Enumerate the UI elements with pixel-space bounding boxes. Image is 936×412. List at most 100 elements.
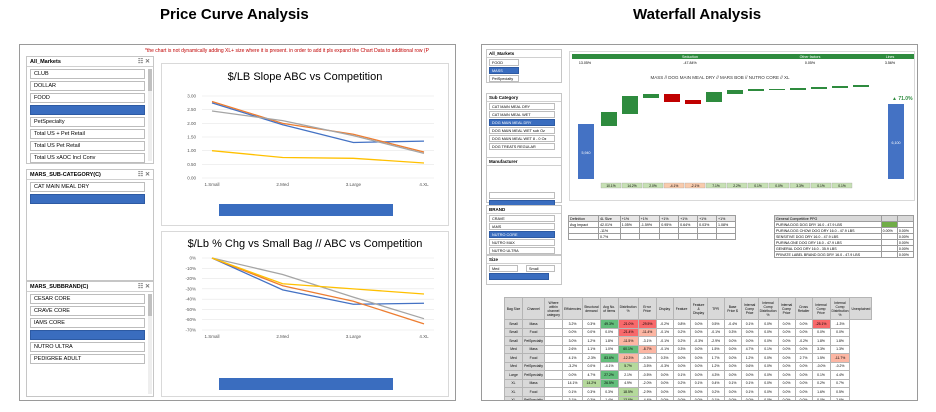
chart-scrollbar[interactable] [219, 204, 393, 216]
table-cell: 0.0% [777, 353, 796, 363]
table-cell: 2.6% [561, 344, 584, 354]
chart-scrollbar[interactable] [219, 378, 393, 390]
table-cell [544, 319, 563, 329]
table-cell: XL [504, 395, 523, 400]
slicer-item[interactable]: CRAVE CORE [30, 306, 145, 316]
slicer-item[interactable] [30, 330, 145, 340]
manufacturer-slicer[interactable]: Manufacturer [486, 157, 562, 207]
slicer-item[interactable] [30, 105, 145, 115]
table-cell: XL [504, 378, 523, 388]
markets-slicer[interactable]: All_Markets ☷ ✕ CLUB DOLLAR FOOD PetSpecialt… [26, 56, 154, 164]
table-cell [544, 370, 563, 380]
column-header: Internal Comp Price [811, 297, 831, 320]
column-header: Display [655, 297, 674, 320]
slicer-item[interactable]: IAMS CORE [30, 318, 145, 328]
table-row: XL Food 0.1% 0.3% 0.3% 18.5% -2.9% 0.0% 0.0% 0.0%… [504, 387, 872, 397]
slicer-item[interactable]: Med [489, 265, 518, 272]
slicer-item[interactable]: NUTRO ULTRA [30, 342, 145, 352]
competitive-ppg-table: General Competitive PPG PURINA DOG DOG DR… [774, 215, 915, 258]
slicer-item[interactable]: MASS [489, 67, 519, 74]
table-cell: 0.5% [706, 319, 725, 329]
chart-title: $/Lb % Chg vs Small Bag // ABC vs Compet… [187, 238, 423, 250]
waterfall-bar [664, 94, 680, 102]
table-row: Med Food 4.1% -2.3% 83.6% -12.3% -0.3% 0.3% 0.0%… [504, 353, 872, 363]
slicer-item[interactable]: PetSpecialty [30, 117, 145, 127]
table-cell: 0.0% [655, 370, 674, 380]
slicer-item[interactable]: CAT MAIN MEAL DRY [489, 103, 555, 110]
slicer-item[interactable]: PetSpecialty [489, 75, 519, 82]
table-cell: -1.3% [829, 319, 851, 329]
slicer-item[interactable]: DOG MAIN MEAL DRY [489, 119, 555, 126]
slicer-item[interactable]: FOOD [30, 93, 145, 103]
table-cell: 2.6% [829, 395, 851, 400]
table-cell: 0.0% [723, 353, 742, 363]
table-cell: 0.0% [777, 327, 796, 337]
slicer-item[interactable]: Small [526, 265, 555, 272]
table-cell: 3.2% [561, 319, 584, 329]
table-cell: 0.0% [777, 387, 796, 397]
slicer-item[interactable]: DOG MAIN MEAL WET sub Oz [489, 127, 555, 134]
slicer-item[interactable]: CAT MAIN MEAL WET [489, 111, 555, 118]
x-tick-label: 3.Large [346, 182, 362, 187]
table-cell [544, 361, 563, 371]
table-cell: 0.0% [740, 327, 759, 337]
table-cell: 3.1% [561, 395, 584, 400]
column-header: Channel [522, 297, 545, 320]
table-row: Med PetSpecialty -3.2% 0.0% -4.1% 5.7% -3.5% -0… [504, 361, 872, 371]
subbrand-slicer[interactable]: MARS_SUBBRAND(C) ☷ ✕ CESAR CORE CRAVE CORE… [26, 281, 154, 397]
brand-slicer[interactable]: BRAND CRAVE IAMS NUTRO CORE NUTRO MAX NUTRO … [486, 205, 562, 255]
size-slicer[interactable]: Size Med Small [486, 255, 562, 285]
table-cell: Mass [522, 344, 545, 354]
slicer-item-empty[interactable] [489, 192, 555, 199]
scrollbar[interactable] [148, 69, 152, 161]
table-cell: 4.1% [561, 353, 584, 363]
x-tick-label: 1.Small [204, 334, 219, 339]
filter-clear-icon[interactable]: ☷ ✕ [137, 172, 150, 178]
pct-value: 2.2% [733, 184, 741, 188]
y-tick-label: 1.00 [187, 148, 196, 153]
slicer-item[interactable]: CESAR CORE [30, 294, 145, 304]
y-tick-label: -60% [185, 317, 196, 322]
filter-clear-icon[interactable]: ☷ ✕ [137, 284, 150, 290]
table-cell: 0.3% [599, 387, 619, 397]
slicer-item[interactable]: FOOD [489, 59, 519, 66]
pct-value: 10.1% [606, 184, 615, 188]
slicer-item[interactable]: NUTRO MAX [489, 239, 555, 246]
slicer-item[interactable]: CAT MAIN MEAL DRY [30, 182, 145, 192]
column-header: Structural demand [582, 297, 601, 320]
slicer-item[interactable]: NUTRO CORE [489, 231, 555, 238]
slicer-item[interactable]: DOG TREATS REGULAR [489, 143, 555, 150]
slicer-item[interactable]: Total US xAOC Incl Conv [30, 153, 145, 163]
table-row: Small Food 0.0% 0.0% 0.0% -21.4% -11.4% -0.1% 0.… [504, 327, 872, 337]
slicer-item-selected[interactable] [489, 273, 549, 280]
table-cell: Food [522, 327, 545, 337]
waterfall-chart: Seduction Other factors Lines 13.05% -47.84%… [569, 51, 915, 201]
table-cell: 0.0% [740, 336, 759, 346]
table-cell: 0.0% [672, 395, 691, 400]
series-line [211, 110, 425, 155]
waterfall-title: MASS // DOG MAIN MEAL DRY // MARS BOB //… [651, 75, 790, 80]
header-value: -47.84% [683, 61, 697, 65]
table-cell: -0.1% [655, 344, 674, 354]
slicer-item[interactable]: CRAVE [489, 215, 555, 222]
table-cell: 0.3% [582, 387, 601, 397]
table-cell: 0.7% [829, 378, 851, 388]
markets-slicer[interactable]: All_Markets FOOD MASS PetSpecialty [486, 49, 562, 83]
subcategory-slicer[interactable]: MARS_SUB-CATEGORY(C) ☷ ✕ CAT MAIN MEAL DR… [26, 169, 154, 281]
slicer-item[interactable]: DOLLAR [30, 81, 145, 91]
slicer-item[interactable]: Total US + Pet Retail [30, 129, 145, 139]
waterfall-bar [832, 86, 848, 88]
header-value: 13.05% [579, 61, 592, 65]
table-cell [544, 336, 563, 346]
slicer-item[interactable]: CLUB [30, 69, 145, 79]
slicer-item[interactable]: DOG MAIN MEAL WET 8 - 0 Oz [489, 135, 555, 142]
slicer-item[interactable]: NUTRO ULTRA [489, 247, 555, 254]
slicer-item[interactable]: PEDIGREE ADULT [30, 354, 145, 364]
scrollbar[interactable] [148, 294, 152, 394]
slicer-item[interactable]: Total US Pet Retail [30, 141, 145, 151]
slicer-item[interactable] [30, 194, 145, 204]
slicer-item[interactable]: IAMS [489, 223, 555, 230]
table-cell: 0.1% [561, 387, 584, 397]
column-header: Internal Comp Distribution % [757, 297, 779, 320]
filter-clear-icon[interactable]: ☷ ✕ [137, 59, 150, 65]
